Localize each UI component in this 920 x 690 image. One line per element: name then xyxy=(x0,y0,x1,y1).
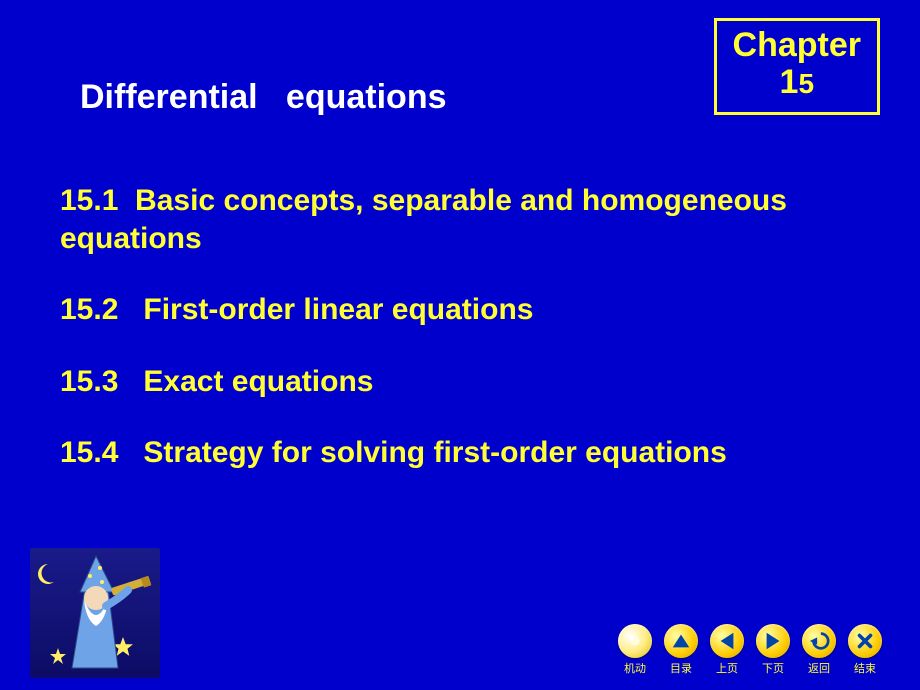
chapter-number-sub: 5 xyxy=(798,68,814,99)
left-icon xyxy=(710,624,744,658)
wizard-illustration xyxy=(30,548,160,678)
shine-icon xyxy=(618,624,652,658)
chapter-label: Chapter xyxy=(733,27,861,64)
section-item[interactable]: 15.3 Exact equations xyxy=(60,363,880,401)
nav-label: 目录 xyxy=(670,660,692,676)
nav-item-return[interactable]: 返回 xyxy=(800,624,838,676)
nav-bar: 机动 目录 上页 下页 返回 结束 xyxy=(616,624,884,676)
up-icon xyxy=(664,624,698,658)
chapter-number-main: 1 xyxy=(780,63,799,101)
nav-label: 返回 xyxy=(808,660,830,676)
section-item[interactable]: 15.1 Basic concepts, separable and homog… xyxy=(60,182,880,257)
nav-label: 下页 xyxy=(762,660,784,676)
section-item[interactable]: 15.2 First-order linear equations xyxy=(60,291,880,329)
section-list: 15.1 Basic concepts, separable and homog… xyxy=(60,182,880,506)
nav-item-animate[interactable]: 机动 xyxy=(616,624,654,676)
nav-item-prev[interactable]: 上页 xyxy=(708,624,746,676)
chapter-number: 15 xyxy=(733,64,861,101)
close-icon xyxy=(848,624,882,658)
nav-label: 结束 xyxy=(854,660,876,676)
back-icon xyxy=(802,624,836,658)
right-icon xyxy=(756,624,790,658)
page-title: Differential equations xyxy=(80,78,447,117)
nav-item-toc[interactable]: 目录 xyxy=(662,624,700,676)
nav-label: 机动 xyxy=(624,660,646,676)
chapter-box: Chapter 15 xyxy=(714,18,880,115)
nav-item-next[interactable]: 下页 xyxy=(754,624,792,676)
section-item[interactable]: 15.4 Strategy for solving first-order eq… xyxy=(60,434,880,472)
nav-item-end[interactable]: 结束 xyxy=(846,624,884,676)
nav-label: 上页 xyxy=(716,660,738,676)
